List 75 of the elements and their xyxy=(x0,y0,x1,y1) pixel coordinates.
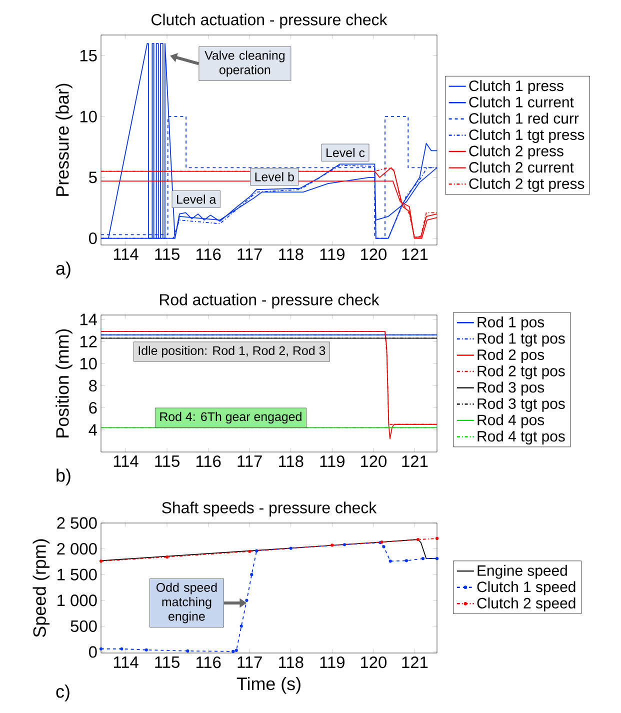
text: b) xyxy=(56,468,70,486)
x-tick-label: 119 xyxy=(320,456,344,468)
x-axis-title: Time (s) xyxy=(236,676,300,694)
legend-label: Clutch 2 current xyxy=(469,162,574,173)
legend-label: Rod 4 tgt pos xyxy=(478,430,565,445)
x-tick-label: 118 xyxy=(279,656,304,668)
chart-title: Shaft speeds - pressure check xyxy=(162,502,377,517)
annotation: Level c xyxy=(326,148,365,158)
x-tick-label: 114 xyxy=(114,248,138,260)
x-tick-label: 117 xyxy=(238,456,262,467)
legend-label: Clutch 1 speed xyxy=(477,581,576,596)
legend-label: Clutch 1 current xyxy=(469,96,574,108)
annotation: Level a xyxy=(177,194,216,204)
legend-label: Clutch 1 tgt press xyxy=(469,129,584,143)
y-axis-title: Pressure (bar) xyxy=(56,84,72,196)
x-tick-label: 116 xyxy=(196,248,221,260)
y-tick-label: 500 xyxy=(70,620,97,632)
legend-label: Clutch 2 press xyxy=(469,145,564,160)
annotation: Level b xyxy=(255,172,294,182)
y-tick-label: 10 xyxy=(80,358,97,370)
y-tick-label: 4 xyxy=(88,424,97,436)
y-tick-label: 10 xyxy=(80,110,97,122)
y-tick-label: 0 xyxy=(88,232,97,244)
y-tick-label: 12 xyxy=(80,336,97,348)
legend-label: Rod 2 pos xyxy=(478,349,544,363)
x-tick-label: 117 xyxy=(238,656,262,668)
x-tick-label: 114 xyxy=(114,456,138,467)
y-tick-label: 5 xyxy=(88,172,97,184)
annotation: Idle position: Rod 1, Rod 2, Rod 3 xyxy=(138,346,326,358)
x-tick-label: 115 xyxy=(155,248,180,260)
y-tick-label: 2 500 xyxy=(57,517,97,529)
x-tick-label: 120 xyxy=(360,456,386,468)
x-tick-label: 121 xyxy=(402,456,428,467)
x-tick-label: 116 xyxy=(196,456,221,468)
x-tick-label: 118 xyxy=(279,456,304,468)
legend-label: Clutch 1 press xyxy=(469,80,564,94)
legend-label: Rod 1 tgt pos xyxy=(478,332,565,347)
annotation: Valve cleaning operation xyxy=(204,50,284,77)
annotation: Rod 4: 6Th gear engaged xyxy=(160,412,302,424)
legend-label: Clutch 2 speed xyxy=(477,598,576,612)
text: a) xyxy=(56,262,70,278)
y-axis-title: Position (mm) xyxy=(56,329,72,438)
y-tick-label: 8 xyxy=(89,380,97,392)
x-tick-label: 118 xyxy=(279,248,304,260)
y-axis-title: Speed (rpm) xyxy=(32,539,50,638)
legend-label: Rod 2 tgt pos xyxy=(478,365,565,380)
chart-title: Rod actuation - pressure check xyxy=(160,294,380,309)
y-tick-label: 6 xyxy=(89,402,97,414)
legend-label: Rod 4 pos xyxy=(478,414,544,428)
x-tick-label: 117 xyxy=(238,248,262,260)
x-tick-label: 115 xyxy=(155,656,180,668)
chart-title: Clutch actuation - pressure check xyxy=(152,14,388,28)
legend-label: Rod 3 pos xyxy=(478,382,544,396)
legend-label: Engine speed xyxy=(478,564,567,579)
x-tick-label: 115 xyxy=(155,456,180,467)
y-tick-label: 0 xyxy=(88,646,97,658)
legend-label: Rod 3 tgt pos xyxy=(478,398,565,412)
y-tick-label: 15 xyxy=(80,50,97,62)
text: c) xyxy=(56,684,70,702)
y-tick-label: 1 000 xyxy=(58,594,97,606)
annotation: Odd speed matching engine xyxy=(156,582,217,624)
x-tick-label: 120 xyxy=(360,248,386,260)
x-tick-label: 114 xyxy=(114,656,138,668)
y-tick-label: 2 000 xyxy=(57,542,97,555)
x-tick-label: 120 xyxy=(360,656,386,668)
x-tick-label: 119 xyxy=(320,656,344,668)
y-tick-label: 14 xyxy=(80,314,97,326)
y-tick-label: 1 500 xyxy=(58,568,97,580)
x-tick-label: 121 xyxy=(402,248,428,260)
legend-label: Clutch 1 red curr xyxy=(469,112,579,124)
legend-label: Clutch 2 tgt press xyxy=(469,178,584,192)
x-tick-label: 116 xyxy=(196,656,221,668)
x-tick-label: 119 xyxy=(320,248,344,260)
legend-label: Rod 1 pos xyxy=(478,316,544,330)
x-tick-label: 121 xyxy=(402,656,428,668)
